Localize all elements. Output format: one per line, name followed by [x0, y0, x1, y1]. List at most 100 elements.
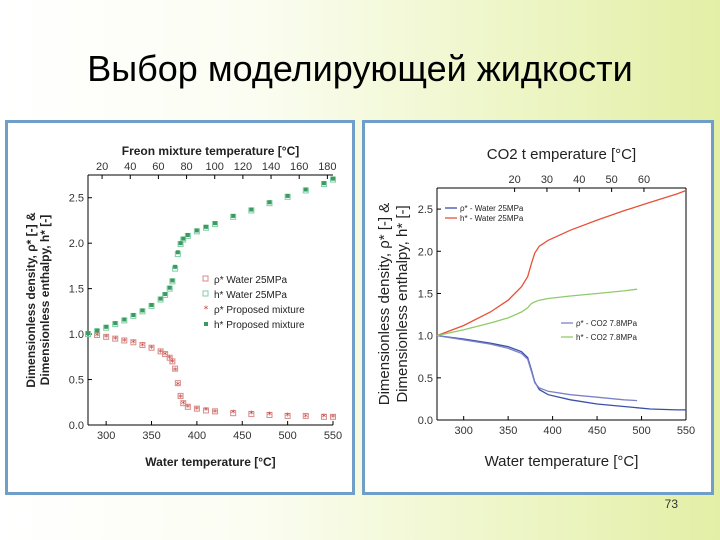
top-axis-title: CO2 t emperature [°C]: [487, 146, 636, 163]
data-point: *: [249, 410, 254, 420]
data-point: [202, 407, 209, 414]
data-point: [94, 332, 101, 338]
data-point: *: [104, 334, 109, 344]
data-point: [173, 264, 178, 269]
data-point: *: [322, 413, 327, 423]
x-axis-title: Water temperature [°C]: [485, 453, 639, 470]
data-point: [184, 403, 191, 410]
top-axis-title: Freon mixture temperature [°C]: [122, 144, 300, 158]
data-point: *: [176, 381, 181, 391]
slide-title: Выбор моделирующей жидкости: [87, 48, 633, 89]
data-point: *: [131, 339, 136, 349]
legend-marker: [202, 275, 209, 282]
x-tick-label: 400: [188, 430, 206, 442]
data-point: [121, 337, 128, 344]
data-point: [169, 358, 176, 365]
data-point: *: [213, 408, 218, 418]
data-point: [139, 342, 146, 348]
x-tick-label: 500: [278, 430, 296, 442]
legend-marker: [202, 290, 209, 297]
x-tick-label: 450: [233, 430, 251, 442]
data-point: *: [181, 400, 186, 410]
data-point: [162, 351, 169, 358]
x-tick-label: 350: [499, 425, 517, 437]
series-line: [436, 334, 686, 411]
data-point: [266, 412, 273, 418]
data-point: *: [331, 414, 336, 424]
x-tick-label: 400: [543, 425, 561, 437]
data-point: [86, 331, 90, 336]
freon-mixture-chart: 300 350 400 450 500 550 0.0 0.5 1.0 1.5 2.0 2.5 20 40…: [24, 144, 342, 469]
x-tick-label: 550: [677, 425, 695, 437]
data-point: *: [195, 406, 200, 416]
y-tick-label: 2.5: [69, 193, 84, 205]
x-tick-label: 300: [454, 425, 472, 437]
x-tick-label: 450: [588, 425, 606, 437]
legend-label: ρ* - CO2 7.8MPa: [576, 319, 638, 328]
data-point: *: [170, 358, 175, 368]
data-point: [203, 224, 208, 229]
data-point: *: [158, 348, 163, 358]
left-chart-panel: 300 350 400 450 500 550 0.0 0.5 1.0 1.5 2.0 2.5 20 40…: [5, 120, 355, 495]
y-axis-title-line1: Dimensionless density, ρ* [-] &: [376, 203, 393, 406]
y-tick-label: 2.0: [418, 246, 433, 258]
top-tick-label: 180: [318, 161, 336, 173]
data-point: [130, 339, 137, 346]
top-tick-label: 50: [605, 174, 617, 186]
data-point: *: [122, 337, 127, 347]
right-chart-panel: 300 350 400 450 500 550 0.0 0.5 1.0 1.5 2.0 2.5 20 30…: [362, 120, 714, 495]
x-tick-label: 300: [97, 430, 115, 442]
data-point: [193, 405, 200, 412]
top-tick-label: 40: [573, 174, 585, 186]
top-tick-label: 120: [234, 161, 252, 173]
data-point: [158, 296, 163, 301]
data-point: [331, 176, 335, 181]
data-point: *: [204, 406, 209, 416]
data-point: [212, 408, 219, 415]
data-point: [170, 278, 175, 283]
y-tick-label: 0.5: [69, 375, 84, 387]
data-point: [177, 392, 184, 399]
data-point: [320, 413, 327, 420]
data-point: *: [231, 409, 236, 419]
page-number: 73: [664, 497, 678, 511]
x-tick-label: 500: [632, 425, 650, 437]
top-tick-label: 140: [262, 161, 280, 173]
legend-label: h* Proposed mixture: [214, 320, 305, 331]
data-point: [248, 411, 255, 418]
data-point: [181, 236, 186, 241]
x-axis-title: Water temperature [°C]: [145, 455, 275, 469]
top-tick-label: 60: [152, 161, 164, 173]
data-point: [172, 365, 179, 372]
data-point: [284, 412, 291, 419]
data-point: *: [167, 355, 172, 365]
data-point: [167, 285, 172, 290]
data-point: *: [186, 404, 191, 414]
data-point: *: [149, 345, 154, 355]
data-point: [113, 321, 118, 326]
legend-label: h* Water 25MPa: [214, 290, 287, 301]
data-point: [321, 181, 326, 186]
data-point: [303, 187, 308, 192]
data-point: [149, 303, 154, 307]
data-point: [103, 333, 110, 340]
data-point: [267, 200, 272, 205]
data-point: *: [163, 351, 168, 361]
legend-label: h* - CO2 7.8MPa: [576, 333, 637, 342]
data-point: [230, 410, 237, 417]
data-point: *: [173, 366, 178, 376]
data-point: *: [95, 332, 100, 342]
data-point: *: [113, 336, 118, 346]
y-tick-label: 1.5: [69, 284, 84, 296]
legend-label: ρ* - Water 25MPa: [460, 204, 524, 213]
top-tick-label: 30: [541, 174, 553, 186]
data-point: [231, 213, 236, 218]
legend-label: ρ* Water 25MPa: [214, 275, 288, 286]
y-tick-label: 0.0: [69, 420, 84, 432]
data-point: [185, 233, 190, 237]
co2-chart: 300 350 400 450 500 550 0.0 0.5 1.0 1.5 2.0 2.5 20 30…: [376, 146, 695, 470]
data-point: [104, 324, 109, 329]
data-point: [95, 328, 100, 333]
y-tick-label: 1.5: [418, 288, 433, 300]
top-tick-label: 160: [290, 161, 308, 173]
